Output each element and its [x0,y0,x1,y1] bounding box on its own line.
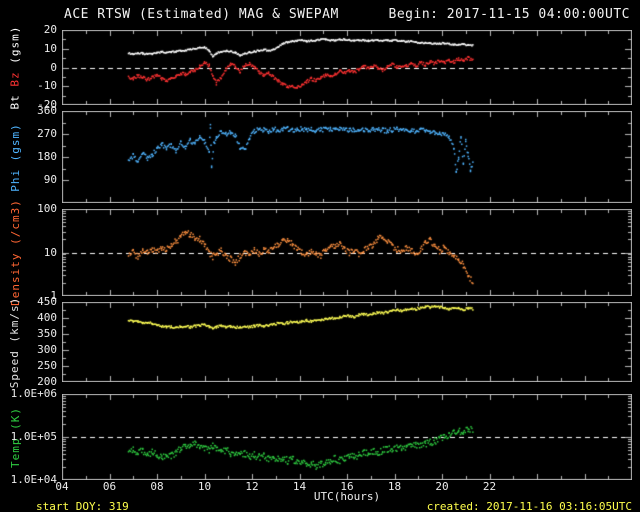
begin-timestamp: Begin: 2017-11-15 04:00:00UTC [388,7,630,22]
y-tick-label: 20 [43,23,57,36]
y-tick-label: 250 [37,359,57,372]
x-tick-label: 16 [340,480,354,493]
panel-phi-canvas [62,111,632,203]
x-tick-label: 06 [102,480,117,493]
y-tick-label: 400 [37,311,57,324]
y-tick-label: 1.0E+06 [10,387,57,400]
created-timestamp: created: 2017-11-16 03:16:05UTC [426,500,632,512]
y-tick-label: 180 [37,150,57,163]
x-tick-label: 14 [292,480,307,493]
y-tick-label: 10 [43,41,57,55]
y-axis-label-part: Speed (km/s) [8,296,22,388]
x-tick-label: 22 [482,480,497,493]
x-tick-label: 18 [387,480,402,493]
panel-bt-bz-canvas [62,30,632,105]
plot-title: ACE RTSW (Estimated) MAG & SWEPAM [64,7,339,22]
x-tick-label: 08 [150,480,164,493]
y-tick-label: 1.0E+04 [10,473,57,486]
y-tick-label: 360 [37,104,57,117]
start-doy-label: start DOY: 319 [36,500,129,512]
y-tick-label: 350 [37,327,57,340]
y-tick-label: 0 [50,60,57,74]
ylabel-speed-text: Speed (km/s) [9,296,22,387]
y-tick-label: 10 [43,245,57,259]
y-tick-label: 90 [43,173,57,186]
x-tick-label: 04 [55,480,69,493]
x-tick-label: 12 [245,480,259,493]
y-tick-label: 450 [37,295,57,308]
y-tick-label: -10 [37,79,57,93]
panel-speed-canvas [62,302,632,382]
x-tick-label: 10 [197,480,212,493]
y-tick-label: 200 [37,375,57,388]
y-tick-label: 270 [37,127,57,140]
y-tick-label: -20 [37,98,57,111]
y-tick-label: 300 [37,343,57,356]
y-tick-label: 1.0E+05 [10,430,57,443]
y-tick-label: 1 [50,289,57,302]
x-tick-label: 20 [435,480,449,493]
y-tick-label: 100 [37,202,57,215]
panel-temp-canvas [62,394,632,480]
panel-density-canvas [62,209,632,296]
xaxis-title: UTC(hours) [313,490,381,503]
